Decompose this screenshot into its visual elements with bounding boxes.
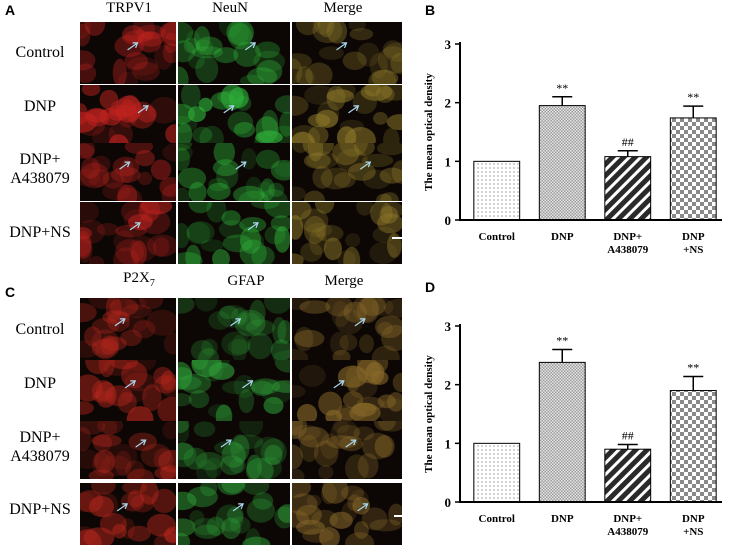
column-label-merge-bottom: Merge bbox=[324, 273, 364, 289]
top-micrograph-r1-c2 bbox=[178, 22, 290, 84]
top-micrograph-r3-c3 bbox=[292, 143, 402, 201]
significance-d-1: ** bbox=[556, 333, 568, 347]
bottom-micrograph-r3-c3 bbox=[292, 421, 402, 479]
bar-b-2 bbox=[604, 156, 652, 221]
y-tick-label-b-3: 3 bbox=[445, 37, 452, 52]
top-micrograph-r2-c3 bbox=[292, 85, 402, 147]
bottom-micrograph-r2-c2 bbox=[178, 360, 290, 422]
error-bar-d-3 bbox=[683, 375, 704, 391]
bar-b-1 bbox=[538, 105, 586, 221]
panel-label-c: C bbox=[5, 284, 16, 300]
bottom-micrograph-r4-c1 bbox=[80, 483, 176, 545]
column-label-p2x7-subscript: 7 bbox=[149, 278, 155, 289]
significance-d-2: ## bbox=[622, 429, 634, 443]
bar-chart-d: The mean optical density 0 1 2 3 Control ** DNP… bbox=[423, 319, 722, 538]
top-micrograph-r1-c1 bbox=[80, 22, 176, 84]
category-label-b-0: Control bbox=[479, 231, 515, 243]
panel-label-a: A bbox=[5, 2, 16, 18]
bottom-micrograph-r1-c1 bbox=[80, 298, 176, 360]
y-axis-label-b: The mean optical density bbox=[423, 73, 435, 191]
bottom-micrograph-r4-c2 bbox=[178, 483, 290, 545]
error-bar-b-2 bbox=[617, 150, 638, 157]
top-micrograph-r2-c1 bbox=[80, 85, 176, 147]
category-label-d-3: DNP +NS bbox=[682, 513, 705, 538]
panel-label-d: D bbox=[425, 279, 436, 295]
category-label-d-0: Control bbox=[479, 513, 515, 525]
row-label-dnp-a438079-bottom: DNP+ A438079 bbox=[10, 429, 70, 465]
significance-b-3: ** bbox=[687, 90, 699, 104]
column-label-gfap: GFAP bbox=[227, 273, 265, 289]
row-label-dnp-top: DNP bbox=[23, 98, 56, 115]
top-micrograph-r3-c1 bbox=[80, 143, 176, 201]
top-micrograph-r4-c2 bbox=[178, 202, 290, 264]
top-micrograph-r4-c3 bbox=[292, 202, 402, 264]
error-bar-b-3 bbox=[683, 105, 704, 118]
bar-chart-b: The mean optical density 0 1 2 3 Control ** DNP… bbox=[423, 37, 722, 256]
top-micrograph-r4-c1 bbox=[80, 202, 176, 264]
bottom-micrograph-r1-c2 bbox=[178, 298, 290, 360]
bottom-micrograph-r1-c3 bbox=[292, 298, 402, 360]
error-bar-d-2 bbox=[617, 443, 638, 450]
significance-d-3: ** bbox=[687, 360, 699, 374]
y-tick-label-d-2: 2 bbox=[445, 378, 452, 393]
category-label-b-1: DNP bbox=[551, 231, 574, 243]
scale-bar-bottom bbox=[394, 515, 416, 517]
y-tick-label-d-0: 0 bbox=[445, 495, 452, 510]
bottom-micrograph-r2-c3 bbox=[292, 360, 402, 422]
column-label-trpv1: TRPV1 bbox=[106, 0, 152, 16]
scale-bar-top bbox=[392, 237, 414, 239]
column-label-p2x7: P2X7 bbox=[84, 270, 194, 289]
y-tick-label-b-0: 0 bbox=[445, 213, 452, 228]
top-micrograph-r2-c2 bbox=[178, 85, 290, 147]
category-label-d-2: DNP+ A438079 bbox=[607, 513, 648, 538]
row-label-dnp-ns-top: DNP+NS bbox=[9, 224, 71, 241]
bar-b-3 bbox=[669, 117, 717, 221]
top-micrograph-r3-c2 bbox=[178, 143, 290, 201]
column-label-neun: NeuN bbox=[212, 0, 248, 16]
bottom-micrograph-r2-c1 bbox=[80, 360, 176, 422]
panel-label-b: B bbox=[425, 2, 436, 18]
bar-d-0 bbox=[473, 442, 521, 503]
y-tick-label-d-1: 1 bbox=[445, 436, 452, 451]
row-label-dnp-a438079-top: DNP+ A438079 bbox=[10, 151, 70, 187]
bottom-micrograph-r4-c3 bbox=[292, 483, 402, 545]
row-label-dnp-bottom: DNP bbox=[23, 375, 56, 392]
bar-d-3 bbox=[669, 390, 717, 503]
bar-b-0 bbox=[473, 160, 521, 221]
category-label-d-1: DNP bbox=[551, 513, 574, 525]
significance-b-2: ## bbox=[622, 135, 634, 149]
y-tick-label-d-3: 3 bbox=[445, 319, 452, 334]
column-label-p2x7-text: P2X bbox=[123, 270, 150, 286]
bar-d-1 bbox=[538, 361, 586, 503]
y-tick-label-b-2: 2 bbox=[445, 96, 452, 111]
row-label-dnp-ns-bottom: DNP+NS bbox=[9, 501, 71, 518]
column-label-merge-top: Merge bbox=[323, 0, 363, 16]
category-label-b-2: DNP+ A438079 bbox=[607, 231, 648, 256]
row-label-control-bottom: Control bbox=[15, 321, 65, 338]
bar-d-2 bbox=[604, 448, 652, 503]
error-bar-d-1 bbox=[552, 348, 573, 363]
axes-d bbox=[459, 324, 722, 503]
bottom-micrograph-r3-c1 bbox=[80, 421, 176, 479]
y-axis-label-d: The mean optical density bbox=[423, 355, 435, 473]
axes-b bbox=[459, 42, 722, 221]
category-label-b-3: DNP +NS bbox=[682, 231, 705, 256]
significance-b-1: ** bbox=[556, 81, 568, 95]
error-bar-b-1 bbox=[552, 96, 573, 106]
bottom-micrograph-r3-c2 bbox=[178, 421, 290, 479]
row-label-control-top: Control bbox=[15, 44, 65, 61]
top-micrograph-r1-c3 bbox=[292, 22, 402, 84]
y-tick-label-b-1: 1 bbox=[445, 154, 452, 169]
